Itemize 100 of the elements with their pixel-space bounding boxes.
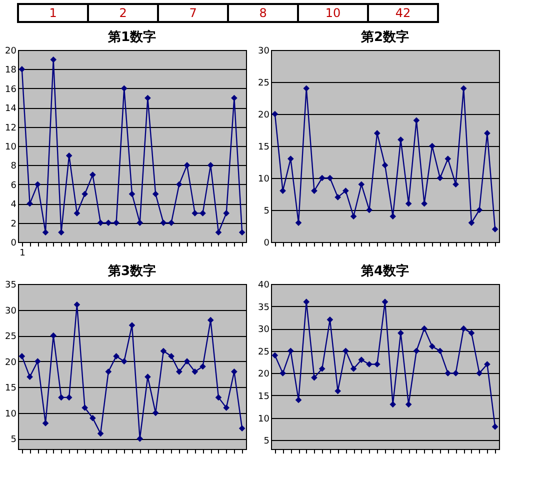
point (295, 220, 302, 226)
point (358, 181, 365, 188)
point (215, 229, 222, 236)
point (144, 94, 151, 102)
point (429, 142, 436, 150)
y-tick-label: 20 (5, 46, 17, 56)
point (128, 322, 136, 328)
point (66, 152, 72, 159)
y-tick-label: 10 (5, 409, 17, 420)
y-tick-label: 25 (5, 332, 16, 342)
point (74, 301, 80, 308)
point (223, 404, 230, 411)
y-tick-label: 10 (258, 414, 270, 424)
point (272, 352, 278, 359)
point (18, 353, 26, 360)
point (192, 368, 198, 375)
point (192, 210, 198, 216)
point (105, 220, 112, 226)
point (42, 420, 49, 426)
point (136, 220, 144, 226)
point (366, 361, 372, 368)
y-tick-label: 10 (258, 174, 270, 184)
point (444, 370, 452, 376)
point (444, 156, 452, 162)
point (184, 358, 190, 365)
chart-title: 第1数字 (106, 29, 156, 45)
y-tick-label: 15 (5, 384, 16, 394)
point (168, 353, 174, 360)
point (350, 366, 357, 372)
y-tick-label: 16 (5, 84, 17, 95)
point (318, 174, 326, 182)
chart-title: 第4数字 (360, 263, 410, 279)
point (215, 394, 222, 401)
point (287, 348, 294, 354)
y-tick-label: 18 (5, 66, 17, 76)
point (97, 220, 104, 226)
y-tick-label: 30 (258, 325, 270, 336)
y-tick-label: 5 (10, 435, 16, 446)
y-tick-label: 15 (258, 392, 270, 402)
y-tick-label: 0 (10, 238, 17, 248)
y-tick-label: 30 (258, 46, 270, 56)
point (382, 162, 388, 168)
y-tick-label: 5 (264, 436, 270, 447)
point (334, 194, 341, 200)
point (460, 325, 467, 332)
point (405, 401, 412, 408)
point (58, 229, 64, 236)
point (74, 210, 80, 216)
point (468, 330, 475, 336)
point (280, 370, 286, 376)
point (238, 425, 246, 432)
point (287, 156, 294, 162)
text: 1 (49, 6, 57, 20)
y-tick-label: 2 (10, 219, 16, 230)
point (421, 200, 428, 207)
point (326, 174, 334, 182)
point (18, 66, 26, 72)
y-tick-label: 0 (264, 238, 270, 248)
chart-title: 第2数字 (360, 29, 410, 45)
point (34, 181, 41, 188)
point (468, 220, 475, 226)
y-tick-label: 20 (258, 370, 270, 380)
y-tick-label: 20 (5, 358, 17, 368)
point (42, 229, 49, 236)
point (295, 396, 302, 404)
point (374, 130, 380, 136)
y-tick-label: 6 (10, 180, 17, 191)
point (90, 414, 96, 422)
point (176, 181, 182, 188)
point (374, 361, 380, 368)
y-tick-label: 14 (5, 104, 17, 114)
point (303, 85, 310, 92)
point (207, 162, 214, 168)
point (160, 348, 167, 354)
point (311, 374, 318, 381)
point (50, 332, 57, 339)
point (366, 206, 372, 214)
point (398, 136, 404, 143)
point (342, 188, 349, 194)
point (476, 370, 483, 376)
y-tick-label: 20 (258, 110, 270, 120)
point (272, 110, 278, 118)
point (334, 388, 341, 394)
point (113, 220, 120, 226)
point (58, 394, 64, 401)
y-tick-label: 12 (5, 123, 16, 134)
text: 10 (325, 6, 341, 20)
point (113, 353, 120, 360)
point (398, 330, 404, 336)
point (82, 404, 88, 411)
text: 7 (189, 6, 197, 20)
point (429, 343, 436, 350)
y-tick-label: 30 (5, 306, 17, 316)
y-tick-label: 8 (10, 162, 17, 172)
point (452, 370, 459, 376)
point (152, 410, 159, 416)
point (405, 200, 412, 207)
point (97, 430, 104, 437)
point (318, 366, 326, 372)
point (238, 229, 246, 236)
